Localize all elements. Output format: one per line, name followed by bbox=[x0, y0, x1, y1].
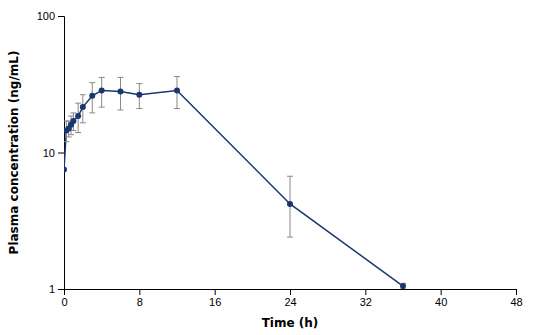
marker bbox=[118, 88, 124, 94]
marker bbox=[287, 201, 293, 207]
tick: 24 bbox=[284, 289, 296, 308]
axis-line bbox=[65, 290, 517, 296]
tick: 32 bbox=[360, 289, 372, 308]
tick: 10 bbox=[43, 147, 64, 159]
tick: 48 bbox=[510, 289, 522, 308]
tick-mark bbox=[516, 289, 517, 295]
error-bar bbox=[99, 77, 105, 107]
x-axis: 0 8 16 24 32 40 48 bbox=[61, 289, 522, 308]
line bbox=[64, 90, 403, 286]
error-bar bbox=[118, 77, 124, 110]
error-bar bbox=[174, 77, 180, 109]
tick-label: 1 bbox=[49, 283, 55, 295]
error-bar bbox=[400, 283, 406, 289]
marker bbox=[136, 92, 142, 98]
tick-label: 32 bbox=[360, 296, 372, 308]
chart: 0 8 16 24 32 40 48 1 10 100 Time (h) Plasma concent… bbox=[0, 0, 536, 335]
tick: 1 bbox=[49, 283, 64, 295]
plot: 0 8 16 24 32 40 48 1 10 100 Time (h) Plasma concent… bbox=[7, 10, 523, 330]
tick-mark bbox=[139, 289, 140, 295]
tick: 40 bbox=[435, 289, 447, 308]
marker bbox=[174, 87, 180, 93]
tick-label: 48 bbox=[510, 296, 522, 308]
tick-mark bbox=[58, 153, 64, 154]
tick-mark bbox=[365, 289, 366, 295]
tick-label: 100 bbox=[37, 10, 55, 22]
marker bbox=[99, 87, 105, 93]
tick-label: 24 bbox=[284, 296, 296, 308]
tick-mark bbox=[215, 289, 216, 295]
tick: 8 bbox=[137, 289, 143, 308]
tick-mark bbox=[290, 289, 291, 295]
tick-label: 16 bbox=[209, 296, 221, 308]
tick-mark bbox=[58, 16, 64, 17]
marker bbox=[80, 104, 86, 110]
tick: 0 bbox=[61, 289, 67, 308]
error-bar bbox=[89, 83, 95, 113]
marker bbox=[70, 118, 76, 124]
tick-mark bbox=[441, 289, 442, 295]
marks bbox=[64, 77, 406, 289]
marker bbox=[89, 93, 95, 99]
tick-label: 8 bbox=[137, 296, 143, 308]
axis-line bbox=[58, 17, 65, 290]
tick-label: 0 bbox=[61, 296, 67, 308]
y-axis-title: Plasma concentration (ng/mL) bbox=[7, 51, 21, 255]
error-bar bbox=[136, 84, 142, 109]
tick-mark bbox=[58, 289, 64, 290]
marker bbox=[64, 167, 67, 173]
tick: 16 bbox=[209, 289, 221, 308]
error-bar bbox=[287, 176, 293, 237]
x-axis-title: Time (h) bbox=[262, 316, 319, 330]
tick: 100 bbox=[37, 10, 64, 22]
y-axis: 1 10 100 bbox=[37, 10, 65, 295]
marker bbox=[75, 113, 81, 119]
error-bar bbox=[80, 95, 86, 123]
tick-label: 10 bbox=[43, 147, 55, 159]
marker bbox=[400, 283, 406, 289]
tick-label: 40 bbox=[435, 296, 447, 308]
